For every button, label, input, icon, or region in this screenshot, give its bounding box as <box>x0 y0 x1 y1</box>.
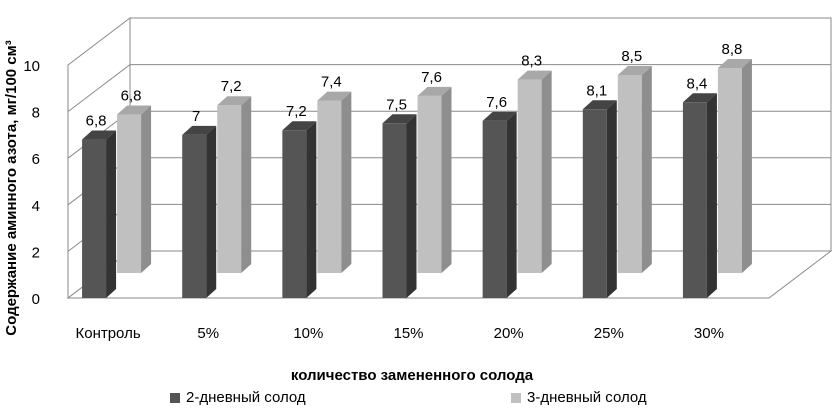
x-tick-label: 5% <box>197 325 219 342</box>
bar-side <box>141 105 152 273</box>
data-label: 8,8 <box>721 41 742 58</box>
chart-ticks: 0 2 4 6 8 10 Контроль 5% 10% 15% 20% 25% 30% <box>23 58 724 342</box>
data-label: 8,1 <box>586 82 607 99</box>
legend-label-2-day: 2-дневный солод <box>186 389 306 406</box>
bar-2-day <box>682 93 717 298</box>
bar-front <box>717 67 742 274</box>
bar-2-day <box>582 100 617 299</box>
x-tick-label: 30% <box>694 325 724 342</box>
bar-side <box>206 125 217 299</box>
bar-front <box>617 74 642 273</box>
bar-top <box>517 70 552 80</box>
x-tick-label: Контроль <box>75 325 140 342</box>
bar-side <box>306 121 317 299</box>
data-label: 7 <box>192 108 200 125</box>
data-label: 8,3 <box>521 53 542 70</box>
bar-front <box>682 102 707 298</box>
bar-3-day <box>217 96 252 274</box>
data-label: 7,2 <box>286 103 307 120</box>
data-label: 8,4 <box>686 75 707 92</box>
bar-top <box>482 111 517 121</box>
bar-top <box>717 58 752 68</box>
bar-side <box>106 130 117 298</box>
bar-2-day <box>182 125 217 299</box>
bar-2-day <box>482 111 517 298</box>
data-label: 7,6 <box>421 69 442 86</box>
bar-front <box>582 109 607 299</box>
x-tick-label: 15% <box>393 325 423 342</box>
bar-side <box>641 65 652 273</box>
bar-3-day <box>717 58 752 274</box>
y-tick-label: 0 <box>32 291 40 308</box>
bar-side <box>506 111 517 298</box>
y-tick-label: 2 <box>32 244 40 261</box>
bar-front <box>317 100 342 273</box>
x-tick-label: 10% <box>293 325 323 342</box>
bar-top <box>282 121 317 131</box>
y-tick-label: 10 <box>23 58 40 75</box>
bar-side <box>406 114 417 298</box>
legend-swatch-3-day <box>511 392 521 403</box>
data-label: 7,5 <box>386 96 407 113</box>
bar-top <box>182 125 217 135</box>
x-tick-label: 20% <box>494 325 524 342</box>
bar-front <box>482 120 507 298</box>
bar-front <box>517 79 542 273</box>
legend-item-2-day: 2-дневный солод <box>170 389 306 406</box>
y-tick-label: 6 <box>32 151 40 168</box>
bar-3-day <box>617 65 652 273</box>
bar-side <box>441 86 452 273</box>
y-tick-label: 4 <box>32 198 40 215</box>
bar-3-day <box>417 86 452 273</box>
data-label: 7,2 <box>221 78 242 95</box>
bar-side <box>706 93 717 298</box>
bar-top <box>117 105 152 115</box>
bar-front <box>182 134 207 298</box>
bar-3-day <box>117 105 152 273</box>
bar-side <box>741 58 752 274</box>
chart-data-labels: 6,8 6,8 7 7,2 7,2 7,4 7,5 7,6 7,6 8,3 8,1 8,5 8,4 8,8 <box>86 41 743 130</box>
bar-top <box>217 96 252 106</box>
bar-side <box>341 91 352 273</box>
data-label: 8,5 <box>621 48 642 65</box>
bar-top <box>417 86 452 96</box>
data-label: 7,6 <box>486 94 507 111</box>
bar-side <box>541 70 552 273</box>
bar-side <box>241 96 252 274</box>
bar-top <box>617 65 652 75</box>
bar-2-day <box>382 114 417 298</box>
legend: 2-дневный солод 3-дневный солод <box>0 389 837 409</box>
bar-top <box>582 100 617 110</box>
bar-front <box>217 105 242 274</box>
gridline <box>67 64 831 112</box>
bar-3-day <box>317 91 352 273</box>
bar-front <box>382 123 407 298</box>
bar-side <box>606 100 617 299</box>
bar-top <box>382 114 417 124</box>
x-tick-label: 25% <box>594 325 624 342</box>
legend-item-3-day: 3-дневный солод <box>511 389 647 406</box>
legend-label-3-day: 3-дневный солод <box>527 389 647 406</box>
bar-2-day <box>82 130 117 298</box>
y-axis-title: Содержание аминного азота, мг/100 см³ <box>3 40 20 335</box>
bar-top <box>682 93 717 103</box>
data-label: 7,4 <box>321 74 342 91</box>
bar-top <box>317 91 352 101</box>
bar-front <box>417 95 442 273</box>
bar-front <box>117 114 142 273</box>
y-tick-label: 8 <box>32 105 40 122</box>
bar-top <box>82 130 117 140</box>
chart-bars <box>82 58 752 299</box>
data-label: 6,8 <box>121 88 142 105</box>
data-label: 6,8 <box>86 113 107 130</box>
bar-2-day <box>282 121 317 299</box>
bar-front <box>282 130 307 298</box>
bar-3-day <box>517 70 552 273</box>
x-axis-title: количество замененного солода <box>291 367 534 384</box>
bar-front <box>82 139 107 298</box>
legend-swatch-2-day <box>170 392 180 403</box>
